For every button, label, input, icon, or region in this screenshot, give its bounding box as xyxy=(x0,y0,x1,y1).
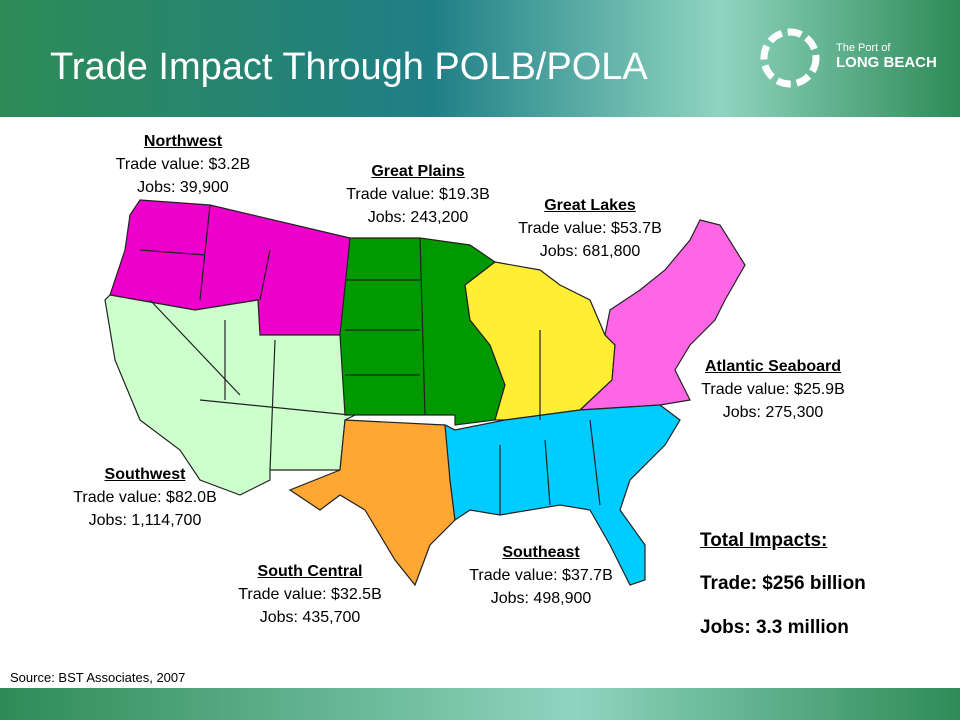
header-band xyxy=(0,0,960,117)
region-label: Southwest Trade value: $82.0B Jobs: 1,114,… xyxy=(73,463,217,532)
logo-text: LONG BEACH xyxy=(836,54,937,71)
region-name: Southwest xyxy=(104,466,186,483)
region-label: Atlantic Seaboard Trade value: $25.9B Jobs… xyxy=(701,355,845,424)
state-borders xyxy=(139,204,601,515)
region-trade: Trade value: $19.3B xyxy=(346,186,490,203)
totals-title: Total Impacts: xyxy=(700,530,827,552)
totals-jobs: Jobs: 3.3 million xyxy=(700,617,849,638)
region-jobs: Jobs: 1,114,700 xyxy=(88,512,202,529)
logo-mark xyxy=(760,28,820,88)
title: Trade Impact Through POLB/POLA xyxy=(50,46,648,88)
region-label: Great Plains Trade value: $19.3B Jobs: 243… xyxy=(346,160,490,229)
region-label: Southeast Trade value: $37.7B Jobs: 498,90… xyxy=(469,541,613,610)
region-jobs: Jobs: 275,300 xyxy=(722,404,824,421)
totals-title-text: Total Impacts: xyxy=(700,530,828,551)
region-name: Southeast xyxy=(502,544,580,561)
region-name: Great Lakes xyxy=(544,197,636,214)
region-name: Great Plains xyxy=(371,163,465,180)
region-label: South Central Trade value: $32.5B Jobs: 43… xyxy=(238,560,382,629)
region-name: Northwest xyxy=(143,133,223,150)
region-name: Atlantic Seaboard xyxy=(704,358,842,375)
region-southeast xyxy=(444,404,681,586)
region-jobs: Jobs: 39,900 xyxy=(137,179,229,196)
logo-text: The Port of xyxy=(836,42,891,54)
region-jobs: Jobs: 243,200 xyxy=(367,209,469,226)
region-trade: Trade value: $82.0B xyxy=(73,489,217,506)
region-jobs: Jobs: 681,800 xyxy=(539,243,641,260)
footer-band xyxy=(0,688,960,720)
region-trade: Trade value: $37.7B xyxy=(469,567,613,584)
region-label: Northwest Trade value: $3.2B Jobs: 39,900 xyxy=(116,130,251,199)
region-label: Great Lakes Trade value: $53.7B Jobs: 681,… xyxy=(518,194,662,263)
region-atlantic xyxy=(578,219,746,411)
region-trade: Trade value: $25.9B xyxy=(701,381,845,398)
region-trade: Trade value: $53.7B xyxy=(518,220,662,237)
region-name: South Central xyxy=(257,563,363,580)
region-jobs: Jobs: 498,900 xyxy=(490,590,592,607)
region-trade: Trade value: $32.5B xyxy=(238,586,382,603)
source: Source: BST Associates, 2007 xyxy=(10,670,186,685)
region-jobs: Jobs: 435,700 xyxy=(259,609,361,626)
region-trade: Trade value: $3.2B xyxy=(115,156,251,173)
totals-trade: Trade: $256 billion xyxy=(700,573,866,594)
